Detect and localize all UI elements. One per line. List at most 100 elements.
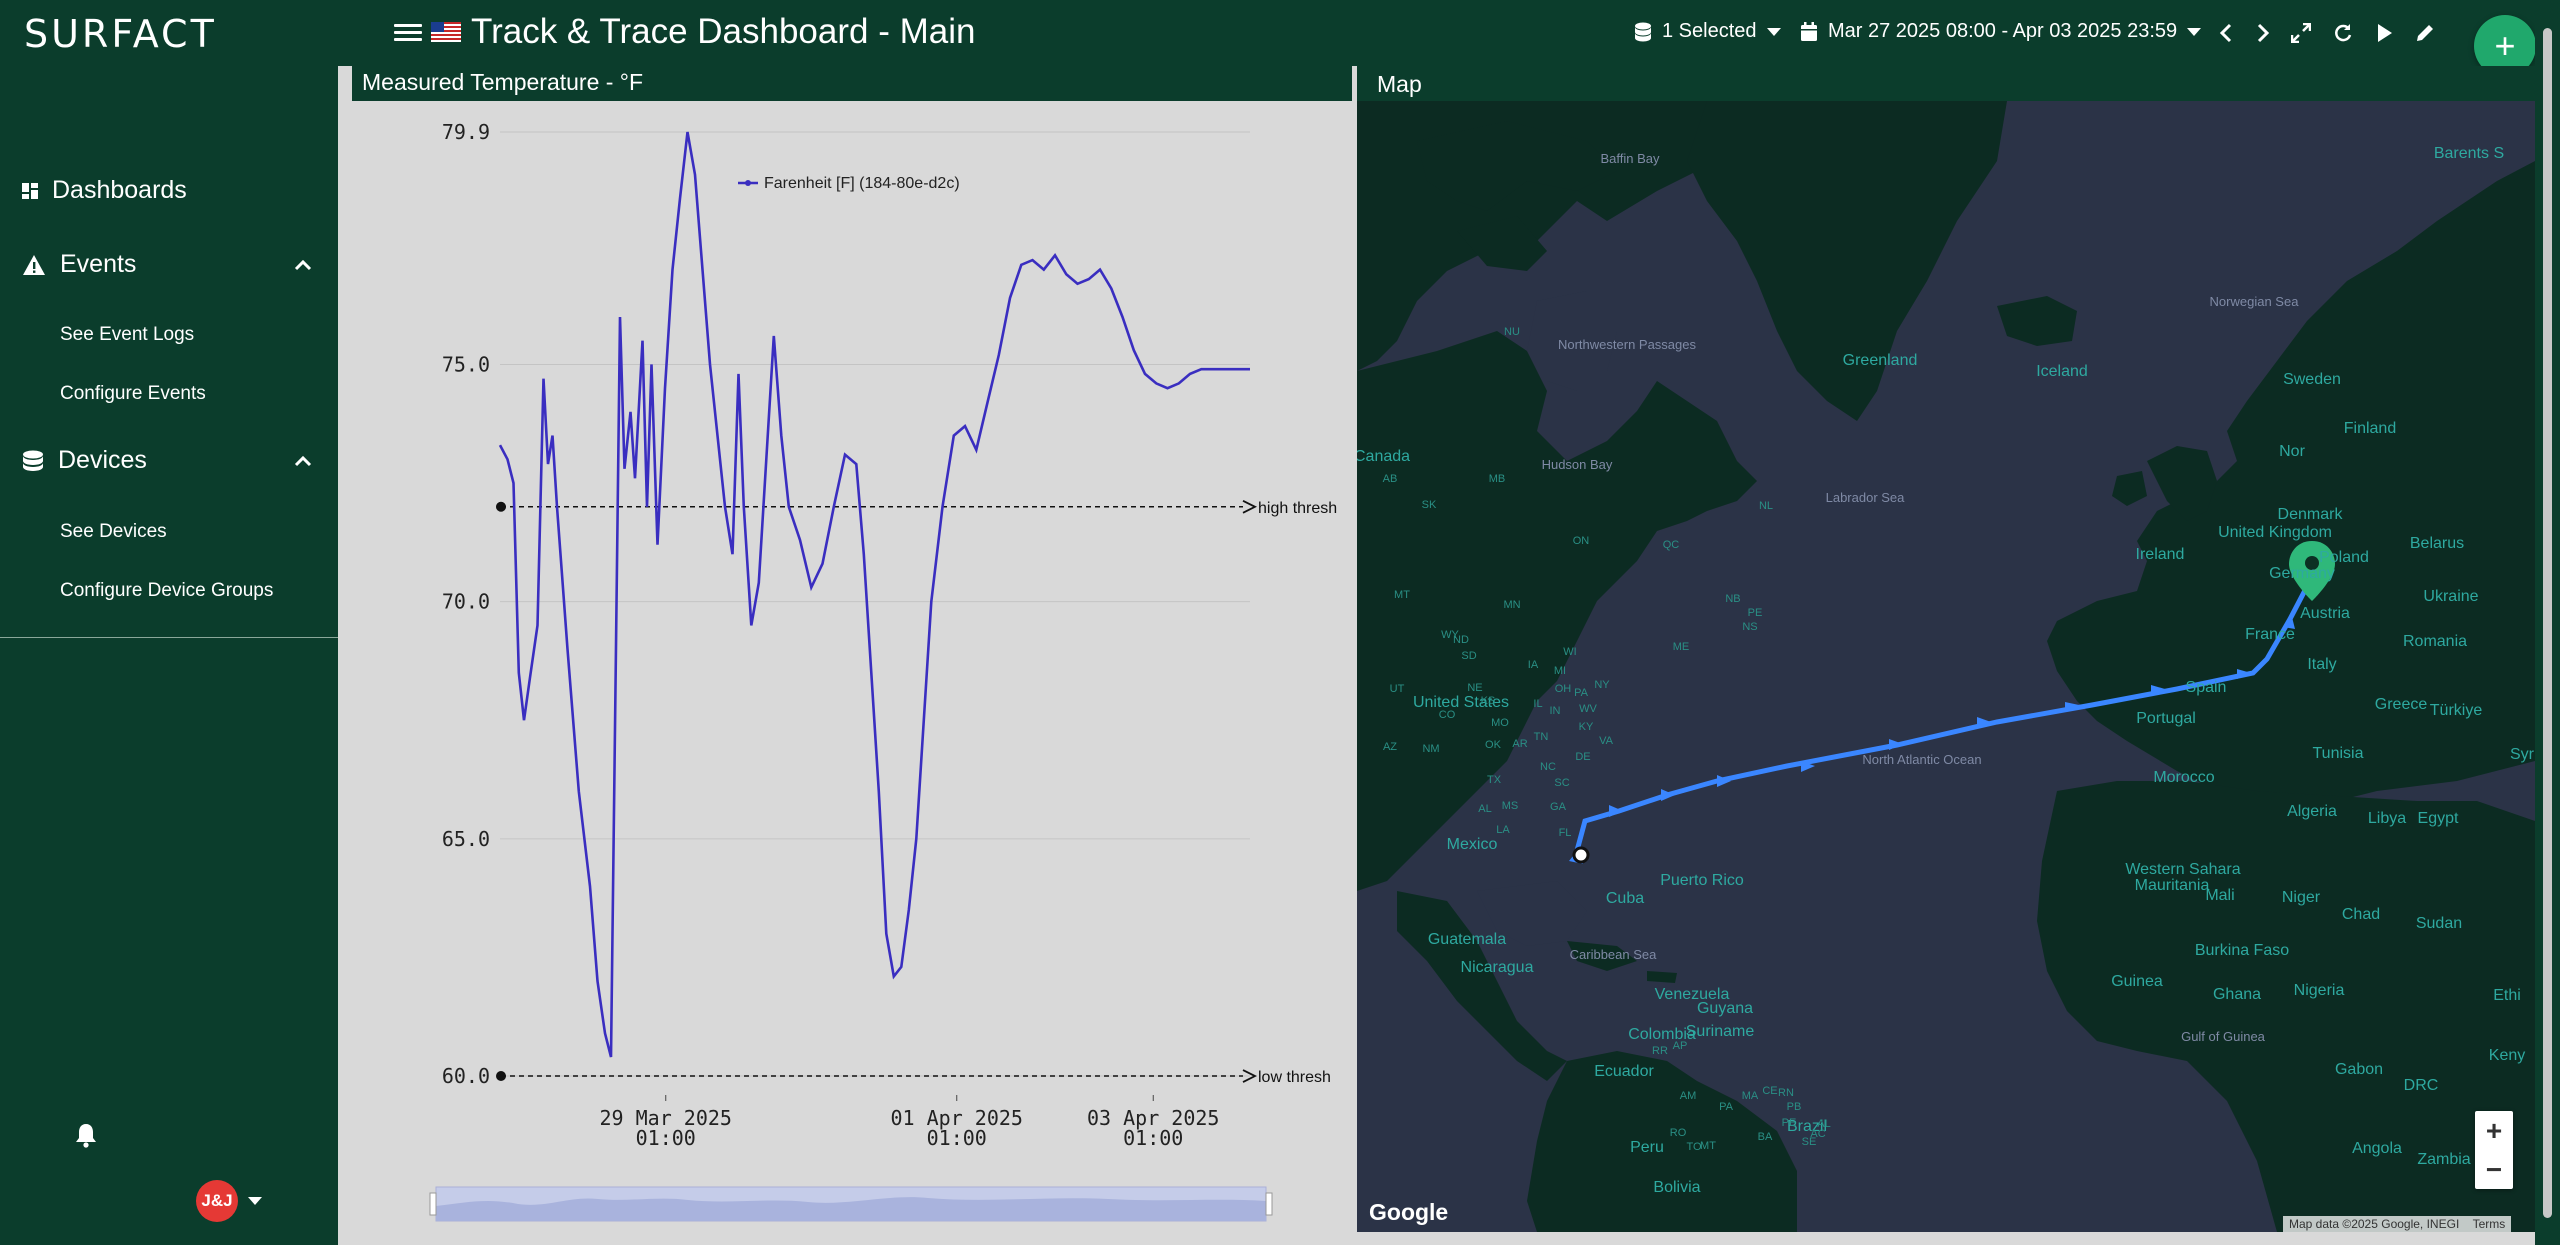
route-start-marker[interactable] (1572, 846, 1590, 864)
map-region-label: NU (1504, 326, 1520, 338)
map-place-label: Cuba (1606, 890, 1644, 907)
zoom-out-button[interactable]: − (2485, 1153, 2503, 1185)
map-panel-header: Map (1357, 66, 2535, 101)
zoom-in-button[interactable]: + (2485, 1114, 2503, 1146)
database-icon (1635, 22, 1651, 41)
map-place-label: Niger (2282, 889, 2321, 906)
landmass-greenland (1687, 101, 2007, 421)
sidebar-item-configure-device-groups[interactable]: Configure Device Groups (60, 580, 274, 601)
map-place-label: Morocco (2153, 769, 2214, 786)
expand-icon[interactable] (2288, 20, 2314, 46)
sidebar-item-devices[interactable]: Devices (22, 446, 312, 475)
map-place-label: Algeria (2287, 803, 2337, 820)
sidebar-item-dashboards[interactable]: Dashboards (22, 176, 312, 205)
map-place-label: Tunisia (2313, 745, 2364, 762)
map-panel-title: Map (1377, 71, 1422, 97)
map-place-label: Denmark (2278, 506, 2344, 523)
sidebar-item-label: Devices (58, 446, 147, 474)
sidebar-item-events[interactable]: Events (22, 250, 312, 279)
threshold-label: low thresh (1258, 1069, 1331, 1086)
x-tick-label: 01:00 (636, 1126, 696, 1150)
sidebar-item-see-devices[interactable]: See Devices (60, 521, 167, 542)
map-place-label: Labrador Sea (1826, 490, 1906, 505)
chevron-left-icon[interactable] (2213, 20, 2239, 46)
map-region-label: MT (1700, 1140, 1716, 1152)
map-place-label: Suriname (1686, 1023, 1755, 1040)
navigator-left-handle[interactable] (429, 1192, 437, 1216)
map-place-label: Libya (2368, 810, 2406, 827)
device-select-label: 1 Selected (1662, 20, 1757, 42)
landmass-uk-ireland (2112, 446, 2217, 521)
page-scrollbar[interactable] (2535, 0, 2560, 1245)
bottom-strip (338, 1232, 2535, 1245)
navigator-right-handle[interactable] (1265, 1192, 1273, 1216)
map-region-label: OK (1485, 739, 1502, 751)
hamburger-menu-icon[interactable] (394, 20, 422, 46)
map-place-label: Portugal (2136, 710, 2196, 727)
map-place-label: Caribbean Sea (1570, 947, 1657, 962)
map-region-label: AB (1383, 473, 1398, 485)
location-pin-icon[interactable] (2289, 541, 2335, 601)
map-terms-link[interactable]: Terms (2472, 1217, 2506, 1231)
map-place-label: Ghana (2213, 986, 2261, 1003)
map-region-label: CE (1762, 1085, 1777, 1097)
map-place-label: France (2245, 626, 2295, 643)
pencil-icon[interactable] (2412, 20, 2438, 46)
threshold-start-dot (496, 501, 506, 512)
map-region-label: MO (1491, 717, 1509, 729)
logo-wordmark: SURFACT (24, 12, 214, 56)
map-place-label: Sudan (2416, 915, 2462, 932)
map-place-label: Greenland (1843, 352, 1918, 369)
google-logo: Google (1369, 1199, 1449, 1225)
chevron-down-icon (248, 1197, 262, 1205)
threshold-arrow (1242, 499, 1258, 514)
play-icon[interactable] (2371, 20, 2397, 46)
date-range-picker[interactable]: Mar 27 2025 08:00 - Apr 03 2025 23:59 (1800, 20, 2202, 43)
bell-icon[interactable] (74, 1122, 98, 1148)
chart-legend[interactable]: Farenheit [F] (184-80e-d2c) (738, 175, 960, 192)
sidebar-item-see-event-logs[interactable]: See Event Logs (60, 324, 195, 345)
map-place-label: Greece (2375, 696, 2428, 713)
map-zoom-control: + − (2475, 1111, 2513, 1189)
chevron-up-icon[interactable] (294, 452, 312, 470)
map-place-label: United States (1413, 694, 1509, 711)
chart-range-navigator[interactable] (428, 1184, 1274, 1222)
map-region-label: TO (1686, 1141, 1702, 1153)
map-region-label: RO (1670, 1127, 1687, 1139)
chevron-up-icon[interactable] (294, 256, 312, 274)
map-region-label: NL (1759, 500, 1773, 512)
map-region-label: NM (1422, 743, 1439, 755)
map-region-label: AP (1673, 1040, 1688, 1052)
user-menu[interactable]: J&J (196, 1180, 262, 1222)
sidebar-divider (0, 637, 338, 638)
map-place-label: Brazil (1787, 1118, 1827, 1135)
map-place-label: Ukraine (2423, 588, 2478, 605)
device-selector[interactable]: 1 Selected (1634, 20, 1781, 43)
refresh-icon[interactable] (2330, 20, 2356, 46)
sidebar-item-configure-events[interactable]: Configure Events (60, 383, 206, 404)
map-place-label: Nor (2279, 443, 2305, 460)
map-place-label: United Kingdom (2218, 524, 2332, 541)
map-region-label: WV (1579, 703, 1597, 715)
scrollbar-thumb[interactable] (2543, 28, 2552, 1218)
map-place-label: Northwestern Passages (1558, 337, 1697, 352)
temperature-chart[interactable]: high thresh low thresh 79.9 75.0 70.0 65.0 60… (338, 101, 1352, 1181)
threshold-label: high thresh (1258, 500, 1337, 517)
x-tick-label: 03 Apr 2025 (1087, 1106, 1219, 1130)
map-place-label: Romania (2403, 633, 2467, 650)
map-region-label: MA (1742, 1090, 1759, 1102)
warning-icon (23, 254, 45, 275)
landmass-africa (2037, 781, 2535, 1232)
map-region-label: RR (1652, 1045, 1668, 1057)
landmass-south-america (1527, 1051, 1797, 1232)
map-region-label: NE (1467, 682, 1482, 694)
dashboard-icon (22, 182, 38, 199)
map-region-label: ON (1573, 535, 1590, 547)
chevron-right-icon[interactable] (2250, 20, 2276, 46)
calendar-icon (1801, 21, 1817, 41)
map-place-label: Sweden (2283, 371, 2341, 388)
map-region-label: KS (1481, 695, 1496, 707)
map-region-label: PE (1748, 607, 1763, 619)
map-region-label: ND (1453, 634, 1469, 646)
